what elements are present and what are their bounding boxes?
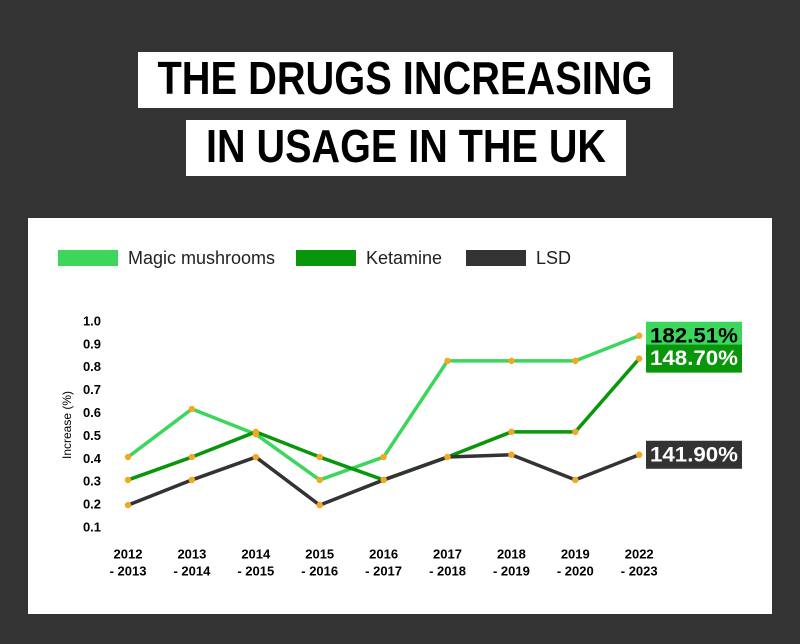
x-tick-label: 2022: [625, 546, 654, 561]
x-tick-label: - 2019: [493, 563, 530, 578]
y-tick-label: 0.2: [83, 497, 101, 512]
data-point: [124, 476, 132, 484]
x-tick-label: - 2014: [173, 563, 211, 578]
legend-swatch: [466, 250, 526, 266]
x-tick-label: - 2013: [110, 563, 147, 578]
data-point: [444, 357, 451, 365]
data-point: [636, 332, 643, 339]
data-point: [252, 453, 259, 461]
data-point: [572, 476, 579, 484]
title-box: [186, 120, 626, 176]
x-tick-label: - 2016: [301, 563, 338, 578]
legend-swatch: [58, 250, 118, 266]
x-tick-label: 2019: [561, 546, 590, 561]
y-tick-label: 0.8: [83, 359, 101, 374]
data-point: [316, 476, 323, 484]
x-tick-label: 2018: [497, 546, 526, 561]
data-point: [380, 476, 387, 484]
x-tick-label: - 2018: [429, 563, 466, 578]
y-tick-label: 0.6: [83, 405, 101, 420]
y-axis-label: Increase (%): [60, 391, 74, 459]
data-point: [252, 428, 259, 436]
x-tick-label: 2015: [305, 546, 334, 561]
end-label-box: [646, 344, 742, 373]
data-point: [508, 428, 515, 436]
chart-title: IN USAGE IN THE UK: [206, 120, 606, 172]
x-tick-label: - 2023: [621, 563, 658, 578]
y-tick-label: 0.4: [83, 451, 102, 466]
data-point: [636, 451, 643, 458]
y-tick-label: 0.3: [83, 474, 101, 489]
end-label: 182.51%: [650, 324, 738, 347]
data-point: [188, 453, 196, 461]
legend-label: LSD: [536, 248, 571, 268]
data-point: [316, 501, 323, 509]
chart-title: THE DRUGS INCREASING: [158, 52, 653, 104]
data-point: [444, 453, 451, 461]
title-box: [138, 52, 673, 108]
data-point: [572, 357, 579, 365]
end-label: 141.90%: [650, 443, 738, 466]
y-tick-label: 1.0: [83, 313, 101, 328]
y-tick-label: 0.1: [83, 519, 101, 534]
end-label-box: [646, 440, 742, 469]
legend-label: Ketamine: [366, 248, 442, 268]
x-tick-label: - 2020: [557, 563, 594, 578]
data-point: [188, 476, 196, 484]
data-point: [124, 453, 132, 461]
data-point: [572, 428, 579, 436]
y-tick-label: 0.7: [83, 382, 101, 397]
x-tick-label: 2012: [114, 546, 143, 561]
data-point: [188, 405, 196, 413]
data-point: [636, 355, 643, 362]
x-tick-label: 2017: [433, 546, 462, 561]
data-point: [508, 451, 515, 458]
data-point: [316, 453, 323, 461]
x-tick-label: 2016: [369, 546, 398, 561]
chart-panel: [28, 218, 772, 614]
x-tick-label: - 2017: [365, 563, 402, 578]
data-point: [508, 357, 515, 365]
legend-swatch: [296, 250, 356, 266]
x-tick-label: 2014: [241, 546, 271, 561]
x-tick-label: 2013: [177, 546, 206, 561]
legend-label: Magic mushrooms: [128, 248, 275, 268]
y-tick-label: 0.5: [83, 428, 101, 443]
data-point: [380, 453, 387, 461]
x-tick-label: - 2015: [237, 563, 274, 578]
data-point: [124, 501, 132, 509]
y-tick-label: 0.9: [83, 336, 101, 351]
end-label: 148.70%: [650, 347, 738, 370]
